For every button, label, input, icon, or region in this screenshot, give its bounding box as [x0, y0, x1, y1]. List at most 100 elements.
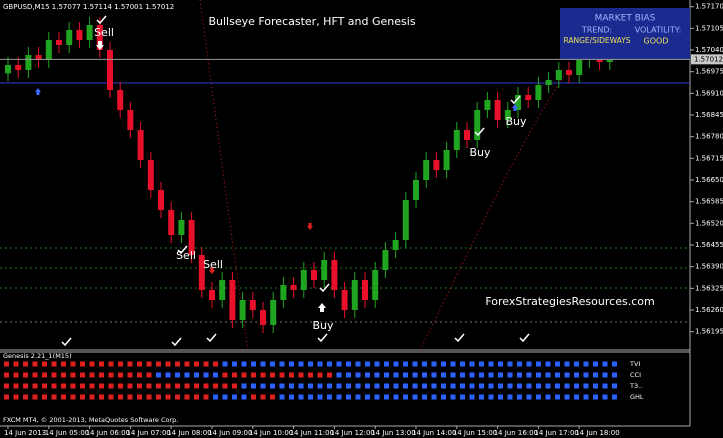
signal-square: [42, 361, 47, 367]
signal-square: [70, 394, 76, 400]
signal-square: [184, 383, 190, 389]
signal-square: [384, 361, 389, 367]
y-tick-label: 1.57040: [695, 46, 723, 54]
signal-square: [194, 361, 199, 367]
signal-square: [602, 394, 608, 400]
candle-body: [351, 280, 358, 310]
candle-body: [433, 160, 440, 170]
signal-square: [441, 372, 446, 378]
signal-square: [526, 372, 532, 378]
signal-square: [260, 372, 266, 378]
candle-body: [290, 285, 297, 290]
signal-square: [526, 383, 532, 389]
signal-square: [412, 394, 418, 400]
signal-square: [61, 372, 66, 378]
check-marks: [61, 15, 530, 347]
signal-square: [450, 361, 456, 367]
signal-square: [526, 361, 532, 367]
signal-square: [61, 383, 66, 389]
signal-square: [412, 372, 418, 378]
signal-label: Sell: [203, 258, 223, 271]
signal-square: [260, 383, 266, 389]
signal-square: [260, 361, 266, 367]
candle-body: [464, 130, 470, 140]
signal-label: Buy: [469, 146, 491, 159]
signal-square: [612, 372, 617, 378]
candle-body: [372, 270, 379, 300]
signal-square: [374, 372, 380, 378]
signal-label: Buy: [312, 319, 334, 332]
signal-square: [4, 383, 9, 389]
signal-square: [108, 383, 114, 389]
signal-square: [146, 361, 152, 367]
trend-label: TREND:: [581, 26, 612, 35]
signal-square: [384, 394, 389, 400]
x-tick-label: 14 Jun 10:00: [249, 429, 293, 437]
signal-square: [89, 372, 95, 378]
watermark: ForexStrategiesResources.com: [485, 295, 654, 308]
y-tick-label: 1.56260: [695, 306, 723, 314]
signal-square: [517, 372, 522, 378]
candle-body: [382, 250, 389, 270]
signal-square: [165, 394, 171, 400]
signal-square: [374, 383, 380, 389]
signal-label: Buy: [505, 115, 527, 128]
signal-square: [279, 361, 285, 367]
signal-square: [384, 383, 389, 389]
candle-body: [5, 65, 11, 74]
signal-square: [213, 372, 218, 378]
signal-square: [289, 383, 294, 389]
signal-square: [232, 372, 237, 378]
signal-square: [194, 383, 199, 389]
candle-body: [566, 70, 572, 75]
signal-square: [203, 394, 209, 400]
signal-square: [175, 394, 180, 400]
signal-square: [32, 372, 38, 378]
signal-square: [507, 372, 513, 378]
signal-square: [317, 383, 323, 389]
signal-square: [602, 361, 608, 367]
signal-square: [251, 383, 256, 389]
indicator-row-label: T3..: [629, 382, 642, 390]
signal-square: [13, 372, 19, 378]
signal-square: [80, 372, 85, 378]
chart-title: Bullseye Forecaster, HFT and Genesis: [208, 15, 415, 28]
signal-square: [583, 383, 589, 389]
candle-body: [117, 90, 124, 110]
signal-square: [203, 372, 209, 378]
signal-square: [488, 372, 494, 378]
signal-label: Sell: [94, 26, 114, 39]
signal-square: [127, 394, 133, 400]
signal-square: [536, 394, 541, 400]
signal-square: [355, 383, 361, 389]
signal-square: [270, 394, 275, 400]
signal-square: [308, 361, 313, 367]
x-tick-label: 14 Jun 2013: [4, 429, 46, 437]
signal-square: [222, 372, 228, 378]
signal-square: [289, 361, 294, 367]
signal-square: [232, 383, 237, 389]
indicator-row-label: GHL: [630, 393, 644, 401]
signal-square: [488, 383, 494, 389]
signal-square: [355, 361, 361, 367]
signal-square: [118, 372, 123, 378]
signal-square: [355, 394, 361, 400]
signal-square: [507, 394, 513, 400]
signal-square: [213, 361, 218, 367]
y-tick-label: 1.57105: [695, 24, 723, 32]
signal-square: [336, 394, 342, 400]
signal-square: [422, 361, 427, 367]
signal-square: [232, 361, 237, 367]
signal-square: [555, 394, 560, 400]
signal-square: [32, 394, 38, 400]
candle-body: [35, 55, 42, 60]
candle-body: [198, 255, 205, 290]
signal-square: [42, 383, 47, 389]
signal-square: [526, 394, 532, 400]
signal-square: [175, 361, 180, 367]
signal-square: [479, 394, 484, 400]
signal-square: [498, 383, 503, 389]
signal-square: [298, 394, 304, 400]
signal-square: [450, 383, 456, 389]
candle-body: [158, 190, 164, 210]
